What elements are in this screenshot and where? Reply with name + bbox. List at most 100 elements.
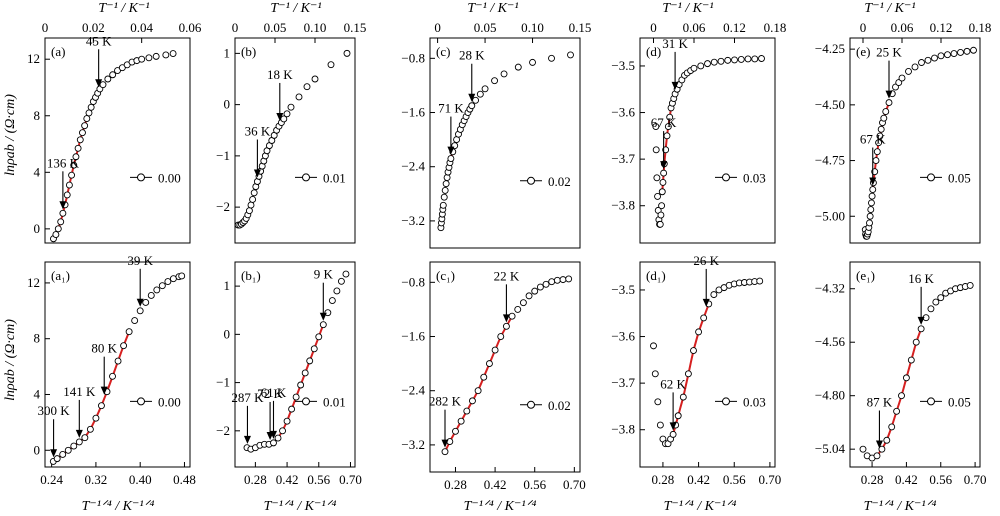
y-tick-label: 0	[34, 442, 41, 457]
x-tick-label: 0.28	[861, 472, 884, 487]
plot-frame	[849, 37, 981, 244]
y-tick-label: 0	[34, 221, 41, 236]
data-point	[292, 393, 300, 401]
data-point	[85, 109, 93, 117]
data-point	[441, 186, 449, 194]
data-point	[666, 113, 674, 121]
data-point	[868, 192, 876, 200]
panel-a1: 0.24 0.32 0.40 0.48 0 4 8 12 (a₁) 300 K 141 K 80 K 3…	[27, 253, 196, 487]
data-point	[710, 58, 718, 66]
legend-label: 0.01	[323, 394, 346, 409]
legend-label: 0.03	[743, 170, 766, 185]
data-point	[751, 55, 759, 63]
y-tick-label: −5.00	[815, 208, 845, 223]
data-point	[553, 276, 561, 284]
x-tick-label: 0	[434, 20, 441, 35]
annotation-label: 87 K	[867, 395, 893, 410]
x-tick-label: 0.32	[85, 472, 108, 487]
annotation-label: 136 K	[47, 155, 80, 170]
data-point	[663, 132, 671, 140]
legend-label: 0.02	[548, 174, 571, 189]
panel-d1: 0.28 0.42 0.56 0.70 −3.8 −3.7 −3.6 −3.5 (d₁) 62 K…	[611, 253, 781, 487]
legend-marker	[722, 397, 730, 406]
data-point	[136, 307, 144, 315]
plot-frame	[429, 37, 581, 249]
data-point	[142, 298, 150, 306]
annotation-arrowhead	[75, 429, 83, 438]
x-tick-label: 0.40	[129, 472, 152, 487]
data-point	[859, 445, 867, 453]
annotation-label: 287 K	[231, 390, 264, 405]
annotation-arrowhead	[702, 298, 710, 307]
annotation-arrowhead	[136, 298, 144, 307]
data-point	[924, 56, 932, 64]
data-point	[866, 212, 874, 220]
data-point	[303, 83, 311, 91]
legend-marker	[722, 173, 730, 182]
x-tick-label: 0.28	[652, 472, 675, 487]
data-point	[654, 398, 662, 406]
data-point	[695, 328, 703, 336]
y-tick-label: −3.8	[611, 422, 635, 437]
data-point	[469, 397, 476, 405]
annotation-label: 45 K	[86, 33, 112, 48]
data-point	[63, 191, 71, 199]
y-tick-label: −3.2	[401, 213, 425, 228]
y-tick-label: −1	[216, 148, 230, 163]
data-point	[888, 423, 896, 431]
y-tick-label: −1	[216, 375, 230, 390]
panel-label: (b)	[241, 44, 256, 59]
x-tick-label: 0.28	[244, 472, 267, 487]
data-point	[120, 342, 128, 350]
y-tick-label: −4.80	[815, 388, 845, 403]
top-axis-title: T⁻¹ / K⁻¹	[98, 1, 149, 16]
data-point	[658, 202, 666, 210]
data-point	[145, 54, 153, 62]
legend-marker	[927, 173, 935, 182]
data-point	[64, 446, 72, 454]
y-tick-label: 12	[27, 51, 40, 66]
data-point	[660, 169, 668, 177]
data-point	[68, 171, 76, 179]
data-point	[529, 58, 536, 66]
x-tick-label: 0.56	[523, 477, 546, 492]
plot-frame	[429, 261, 581, 473]
data-point	[295, 93, 303, 101]
data-point	[873, 452, 881, 460]
data-point	[75, 438, 83, 446]
annotation-arrowhead	[917, 316, 925, 325]
data-point	[866, 219, 873, 227]
y-tick-label: 0	[224, 97, 231, 112]
x-tick-label: 0.12	[930, 20, 953, 35]
data-point	[868, 199, 875, 207]
data-point	[548, 278, 556, 286]
panel-b: 0 0.05 0.10 0.15−2−101 (b)36 K18 K0.01	[216, 20, 366, 244]
y-tick-label: −4.56	[815, 334, 846, 349]
data-point	[452, 427, 459, 435]
data-point	[485, 360, 493, 368]
legend-label: 0.05	[948, 170, 971, 185]
data-point	[74, 144, 82, 152]
data-point	[542, 280, 550, 288]
data-point	[918, 59, 925, 66]
data-point	[153, 286, 161, 294]
legend-label: 0.02	[548, 398, 571, 413]
y-tick-label: −2.4	[401, 383, 425, 398]
data-point	[656, 421, 664, 429]
legend-label: 0.01	[323, 170, 346, 185]
data-point	[53, 455, 61, 463]
data-point	[57, 218, 65, 226]
data-point	[315, 333, 323, 341]
panel-c: 0 0.05 0.10 0.15 −3.2 −2.4 −1.6 −0.8 (c) 71 K 28 K…	[401, 20, 591, 249]
data-point	[690, 347, 697, 354]
data-point	[476, 90, 484, 98]
y-axis-title: lnρab / (Ω·cm)	[3, 319, 18, 401]
data-point	[109, 372, 116, 380]
data-point	[950, 50, 958, 58]
data-point	[70, 442, 78, 450]
data-point	[98, 402, 105, 410]
data-point	[737, 55, 745, 63]
y-tick-label: −1.6	[401, 329, 425, 344]
data-point	[247, 201, 255, 209]
x-tick-label: 0.48	[173, 472, 196, 487]
